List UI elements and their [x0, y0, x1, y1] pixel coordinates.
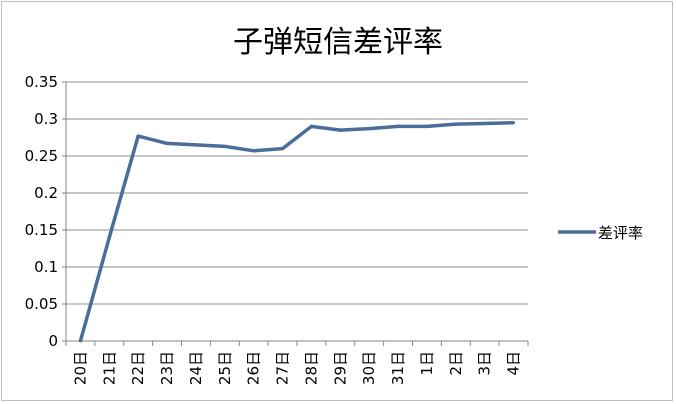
x-tick-label: 21日 [100, 351, 118, 385]
y-tick-label: 0.1 [34, 258, 58, 276]
x-tick-label: 3日 [476, 351, 494, 376]
x-tick-label: 30日 [360, 351, 378, 385]
data-point [194, 143, 198, 147]
x-tick-label: 27日 [274, 351, 292, 385]
x-tick-label: 24日 [187, 351, 205, 385]
series-line [78, 120, 514, 342]
data-point [512, 121, 516, 125]
x-tick-label: 28日 [302, 351, 320, 385]
x-tick-label: 22日 [129, 351, 147, 385]
x-tick-label: 29日 [331, 351, 349, 385]
data-point [136, 134, 140, 138]
data-point [425, 124, 429, 128]
data-point [223, 144, 227, 148]
data-point [309, 124, 313, 128]
y-tick-label: 0.05 [25, 295, 58, 313]
data-point [281, 147, 285, 151]
x-tick-label: 25日 [216, 351, 234, 385]
data-point [483, 121, 487, 125]
data-point [396, 124, 400, 128]
data-point [107, 235, 111, 239]
x-tick-label: 26日 [245, 351, 263, 385]
x-tick-label: 1日 [418, 351, 436, 376]
legend: 差评率 [558, 224, 643, 242]
chart-title: 子弹短信差评率 [233, 25, 443, 60]
x-tick-label: 2日 [447, 351, 465, 376]
x-tick-label: 23日 [158, 351, 176, 385]
data-point [78, 339, 82, 343]
y-tick-label: 0.3 [34, 110, 58, 128]
legend-label: 差评率 [598, 224, 643, 242]
x-tick-label: 4日 [505, 351, 523, 376]
data-point [454, 122, 458, 126]
x-tick-label: 20日 [71, 351, 89, 385]
y-tick-label: 0.25 [25, 147, 58, 165]
x-tick-label: 31日 [389, 351, 407, 385]
y-tick-label: 0.35 [25, 73, 58, 91]
data-point [338, 128, 342, 132]
y-tick-label: 0.2 [34, 184, 58, 202]
y-tick-label: 0.15 [25, 221, 58, 239]
data-point [252, 149, 256, 153]
y-tick-label: 0 [48, 332, 58, 350]
data-point [165, 141, 169, 145]
data-point [367, 127, 371, 131]
